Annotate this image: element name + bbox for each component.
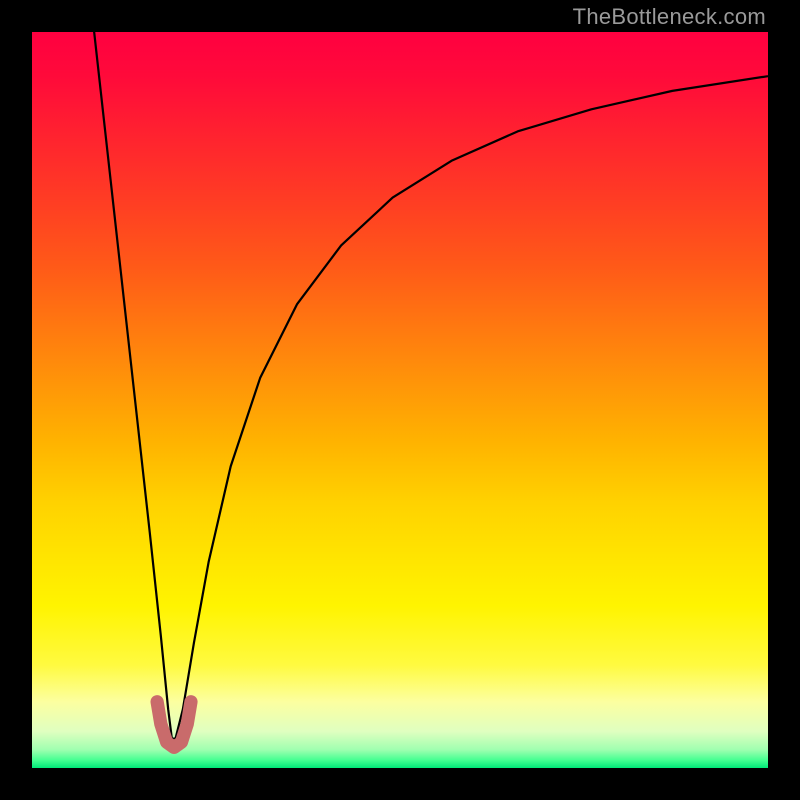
frame-bottom — [0, 768, 800, 800]
frame-left — [0, 0, 32, 800]
chart-svg — [32, 32, 768, 768]
watermark-text: TheBottleneck.com — [573, 4, 766, 30]
frame-right — [768, 0, 800, 800]
chart-background — [32, 32, 768, 768]
chart-plot-area — [32, 32, 768, 768]
